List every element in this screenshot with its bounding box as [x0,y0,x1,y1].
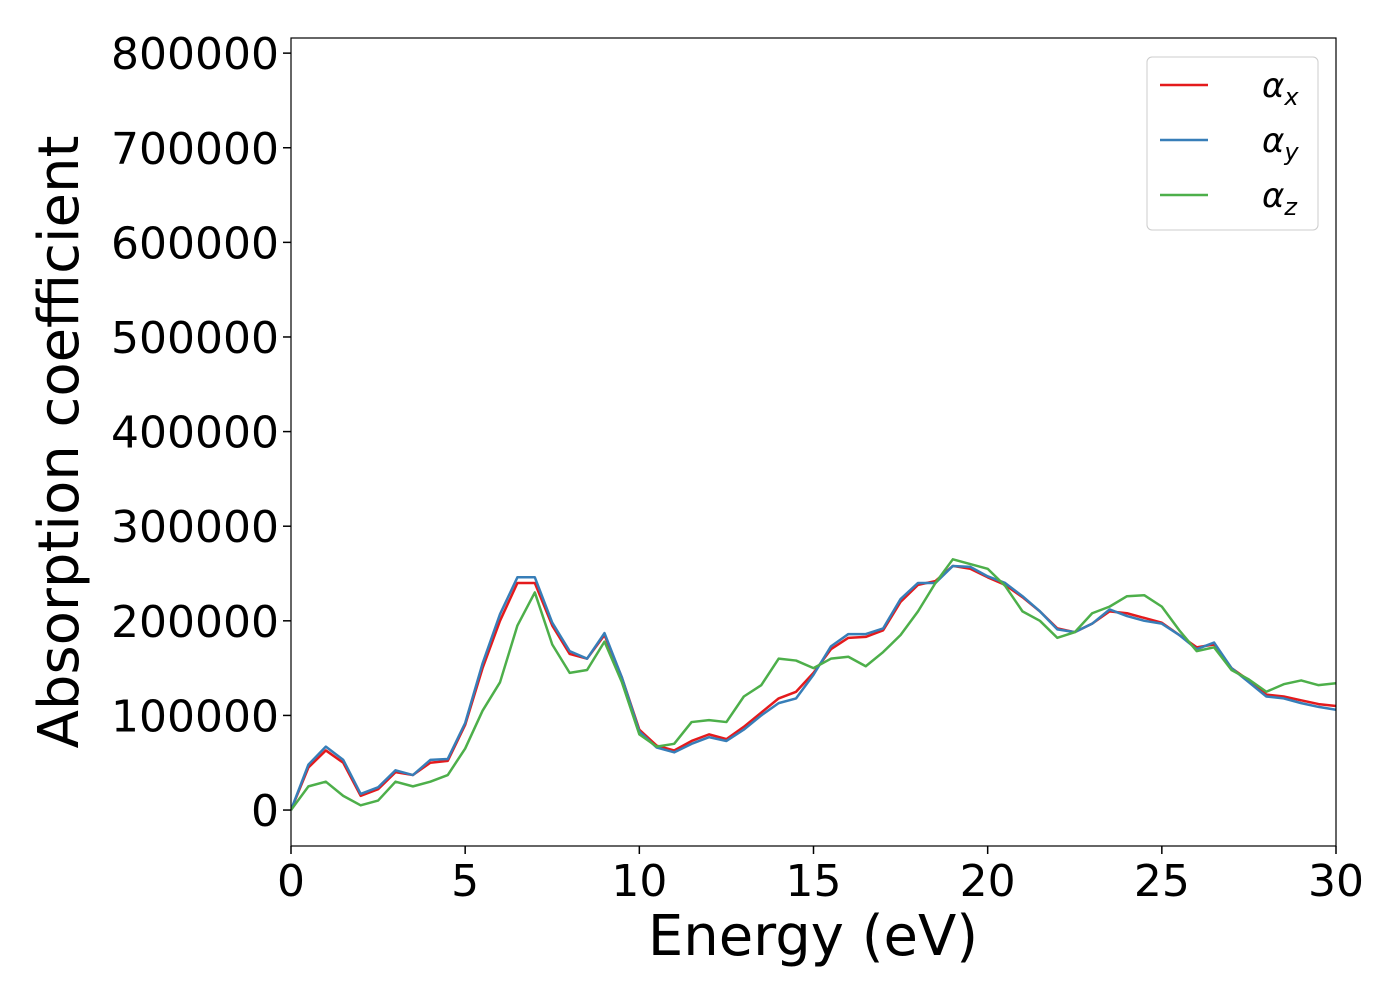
legend-label: αx [1262,66,1299,111]
x-tick-label: 10 [611,856,667,907]
y-axis-label: Absorption coefficient [27,136,92,749]
y-tick-label: 600000 [111,218,279,269]
y-tick-label: 200000 [111,597,279,648]
y-tick-label: 800000 [111,29,279,80]
y-tick-label: 500000 [111,313,279,364]
plot-frame [290,37,1337,847]
legend-label: αz [1262,176,1298,221]
legend-box [1146,56,1319,231]
y-tick-label: 0 [251,786,279,837]
y-tick-label: 100000 [111,691,279,742]
y-tick-label: 300000 [111,502,279,553]
y-tick-label: 400000 [111,408,279,459]
x-axis-label: Energy (eV) [648,904,978,969]
series-line [291,564,1336,811]
legend-label: αy [1262,121,1299,166]
x-tick-label: 5 [451,856,479,907]
x-tick-label: 0 [277,856,305,907]
x-tick-label: 15 [786,856,842,907]
x-tick-label: 25 [1134,856,1190,907]
series-line [291,558,1336,811]
y-tick-label: 700000 [111,124,279,175]
x-tick-label: 30 [1308,856,1364,907]
x-tick-label: 20 [960,856,1016,907]
